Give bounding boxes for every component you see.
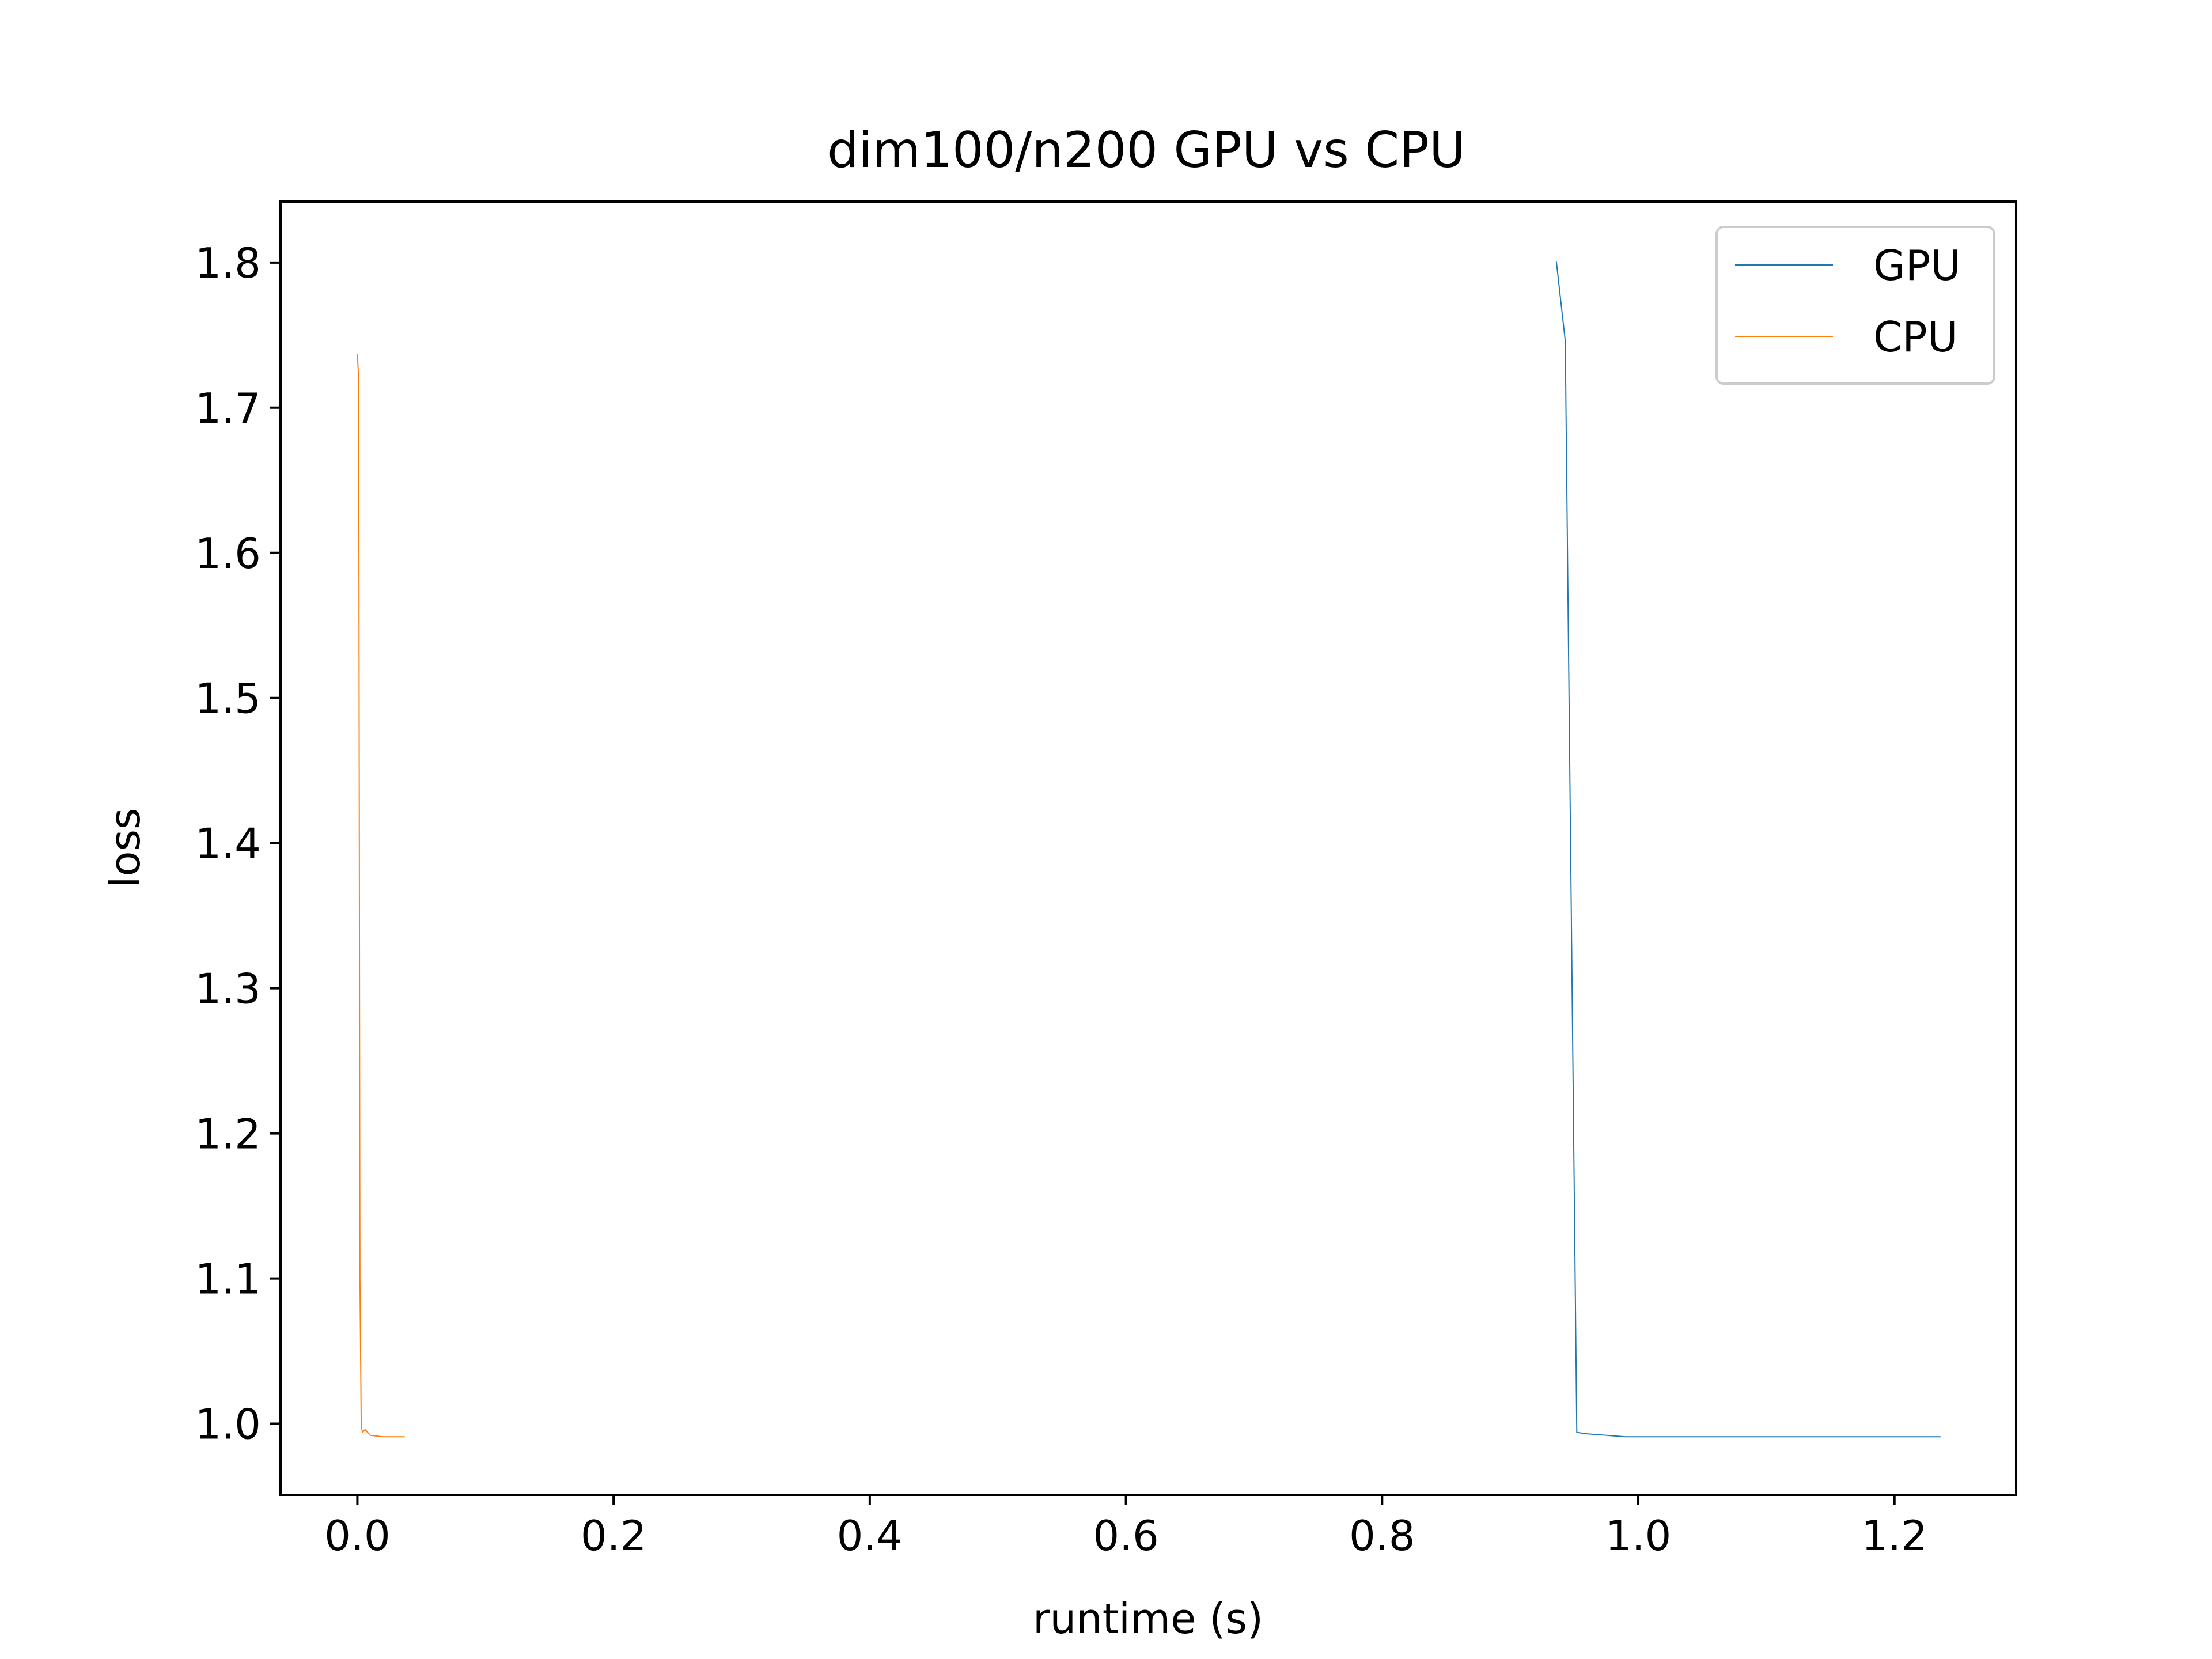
x-axis-label: runtime (s) <box>1033 1594 1263 1643</box>
y-axis-ticks: 1.0 1.1 1.2 1.3 1.4 1.5 1.6 1.7 1.8 <box>195 239 281 1449</box>
legend-box <box>1715 226 1995 385</box>
series-line-gpu <box>1555 261 1941 1438</box>
y-tick-label: 1.4 <box>195 820 261 868</box>
legend: GPU CPU <box>1715 226 1995 385</box>
x-axis-ticks: 0.0 0.2 0.4 0.6 0.8 1.0 1.2 <box>324 1495 1927 1560</box>
x-tick-label: 1.2 <box>1861 1512 1927 1560</box>
y-tick-label: 1.3 <box>195 965 261 1013</box>
y-tick-label: 1.6 <box>195 529 261 578</box>
y-tick-label: 1.7 <box>195 384 261 433</box>
series-line-cpu <box>357 354 405 1438</box>
y-tick-label: 1.5 <box>195 675 261 723</box>
x-tick-label: 0.6 <box>1093 1512 1159 1560</box>
legend-label-cpu: CPU <box>1873 313 1957 361</box>
plot-area <box>279 200 2017 1496</box>
y-tick-label: 1.0 <box>195 1400 261 1449</box>
x-tick-label: 1.0 <box>1605 1512 1672 1560</box>
legend-label-gpu: GPU <box>1873 241 1961 290</box>
y-tick-label: 1.8 <box>195 239 261 287</box>
x-tick-label: 0.0 <box>324 1512 391 1560</box>
y-tick-label: 1.2 <box>195 1110 261 1158</box>
x-tick-label: 0.2 <box>581 1512 647 1560</box>
y-axis-label: loss <box>101 808 149 888</box>
axes-frame <box>279 200 2017 1496</box>
x-tick-label: 0.4 <box>837 1512 903 1560</box>
chart-title: dim100/n200 GPU vs CPU <box>827 122 1465 179</box>
y-tick-label: 1.1 <box>195 1255 261 1304</box>
series-layer <box>357 261 1941 1438</box>
x-tick-label: 0.8 <box>1349 1512 1415 1560</box>
